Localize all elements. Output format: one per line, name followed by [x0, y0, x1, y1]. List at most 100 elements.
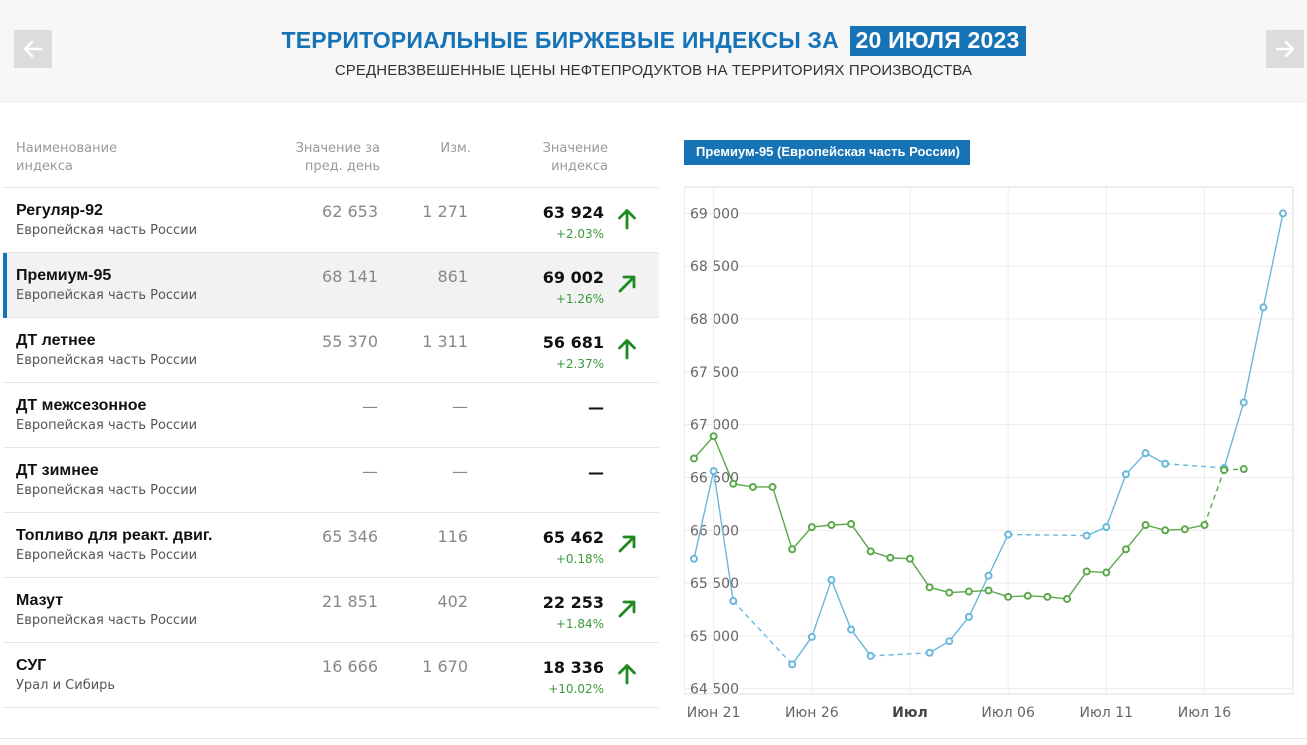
series-segment	[1105, 548, 1127, 573]
table-body: Регуляр-92 Европейская часть России 62 653…	[3, 188, 668, 708]
data-point	[1082, 567, 1091, 576]
series-segment	[870, 652, 930, 657]
footer-divider	[0, 738, 1307, 739]
series-segment	[948, 616, 970, 642]
series-segment	[712, 436, 734, 485]
index-value: 22 253	[542, 593, 604, 612]
page-header: ТЕРРИТОРИАЛЬНЫЕ БИРЖЕВЫЕ ИНДЕКСЫ ЗА 20 И…	[0, 0, 1307, 102]
prev-date-button[interactable]	[14, 30, 52, 68]
plot-left-mask	[659, 185, 684, 745]
table-row[interactable]: Топливо для реакт. двиг. Европейская част…	[3, 513, 659, 578]
next-date-button[interactable]	[1266, 30, 1304, 68]
data-point	[1063, 594, 1072, 603]
index-value: 63 924	[542, 203, 604, 222]
y-tick-label: 68 000	[690, 312, 739, 328]
y-tick-label: 65 000	[690, 629, 739, 645]
series-segment	[1008, 533, 1087, 537]
index-region: Европейская часть России	[16, 353, 198, 368]
page-subtitle: СРЕДНЕВЗВЕШЕННЫЕ ЦЕНЫ НЕФТЕПРОДУКТОВ НА …	[334, 62, 973, 79]
header-prev-line2: пред. день	[304, 159, 380, 174]
series-segment	[712, 471, 734, 602]
data-point	[886, 553, 895, 562]
data-point	[925, 648, 934, 657]
header-prev: Значение за пред. день	[296, 140, 380, 176]
header-prev-line1: Значение за	[295, 141, 380, 156]
data-point	[807, 632, 816, 641]
prev-value: 16 666	[322, 657, 378, 676]
data-point	[1121, 545, 1130, 554]
series-segment	[791, 636, 813, 665]
index-value: 65 462	[542, 528, 604, 547]
y-tick-label: 67 000	[690, 418, 739, 434]
data-point	[1239, 398, 1248, 407]
table-header: Наименование индекса Значение за пред. д…	[3, 126, 659, 188]
index-value: 56 681	[542, 333, 604, 352]
table-row[interactable]: Премиум-95 Европейская часть России 68 141…	[3, 253, 668, 318]
x-tick-label: Июн 21	[687, 705, 741, 721]
y-tick-label: 64 500	[690, 682, 739, 698]
change-value: —	[452, 397, 468, 416]
data-point	[847, 519, 856, 528]
table-row[interactable]: Мазут Европейская часть России 21 851 402 22…	[3, 578, 659, 643]
series-segment	[693, 435, 715, 459]
data-point	[788, 545, 797, 554]
series-segment	[1165, 463, 1225, 469]
index-value: —	[588, 398, 604, 417]
data-point	[866, 651, 875, 660]
series-segment	[987, 534, 1009, 577]
arrow-up-icon	[618, 339, 636, 360]
x-tick-label: Июл	[892, 705, 928, 721]
arrow-left-icon	[23, 40, 43, 58]
data-point	[964, 587, 973, 596]
index-region: Европейская часть России	[16, 483, 198, 498]
prev-value: 55 370	[322, 332, 378, 351]
y-tick-label: 68 500	[690, 259, 739, 275]
data-point	[945, 637, 954, 646]
series-segment	[791, 526, 813, 550]
change-percent: +2.03%	[555, 227, 604, 241]
data-point	[1141, 521, 1150, 529]
table-row[interactable]: Регуляр-92 Европейская часть России 62 653…	[3, 188, 659, 253]
x-tick-label: Июл 16	[1178, 705, 1232, 721]
data-point	[709, 432, 718, 441]
y-tick-label: 65 500	[690, 576, 739, 592]
data-point	[827, 521, 836, 529]
arrow-up-right-icon	[618, 600, 636, 618]
data-point	[1004, 530, 1013, 539]
data-point	[1121, 470, 1130, 479]
data-point	[1004, 592, 1013, 601]
change-value: 402	[437, 592, 468, 611]
data-point	[984, 571, 993, 580]
x-tick-label: Июл 06	[981, 705, 1035, 721]
arrow-right-icon	[1275, 40, 1295, 58]
prev-value: —	[362, 397, 378, 416]
data-point	[905, 554, 914, 563]
header-name: Наименование индекса	[16, 140, 117, 176]
change-percent: +1.84%	[555, 617, 604, 631]
index-name: СУГ	[16, 657, 47, 674]
header-name-line1: Наименование	[16, 141, 118, 156]
data-point	[1200, 521, 1209, 529]
header-name-line2: индекса	[16, 159, 73, 174]
data-point	[847, 625, 856, 634]
index-region: Европейская часть России	[16, 288, 198, 303]
data-point	[729, 479, 738, 488]
data-point	[1023, 591, 1032, 600]
data-point	[945, 588, 954, 597]
series-segment	[693, 470, 715, 559]
index-name: ДТ межсезонное	[16, 397, 147, 414]
table-row[interactable]: ДТ летнее Европейская часть России 55 370 1…	[3, 318, 659, 383]
arrow-up-right-icon	[618, 535, 636, 553]
data-point	[1239, 465, 1248, 474]
table-row[interactable]: ДТ зимнее Европейская часть России — — —	[3, 448, 659, 513]
table-row[interactable]: СУГ Урал и Сибирь 16 666 1 670 18 336 +10.02%	[3, 643, 659, 708]
data-point	[827, 575, 836, 584]
table-row[interactable]: ДТ межсезонное Европейская часть России — —…	[3, 383, 659, 448]
x-tick-label: Июн 26	[785, 705, 839, 721]
y-tick-label: 67 500	[690, 365, 739, 381]
header-value-line2: индекса	[551, 159, 608, 174]
data-point	[1082, 531, 1091, 540]
series-segment	[850, 523, 872, 552]
data-point	[1220, 466, 1229, 475]
